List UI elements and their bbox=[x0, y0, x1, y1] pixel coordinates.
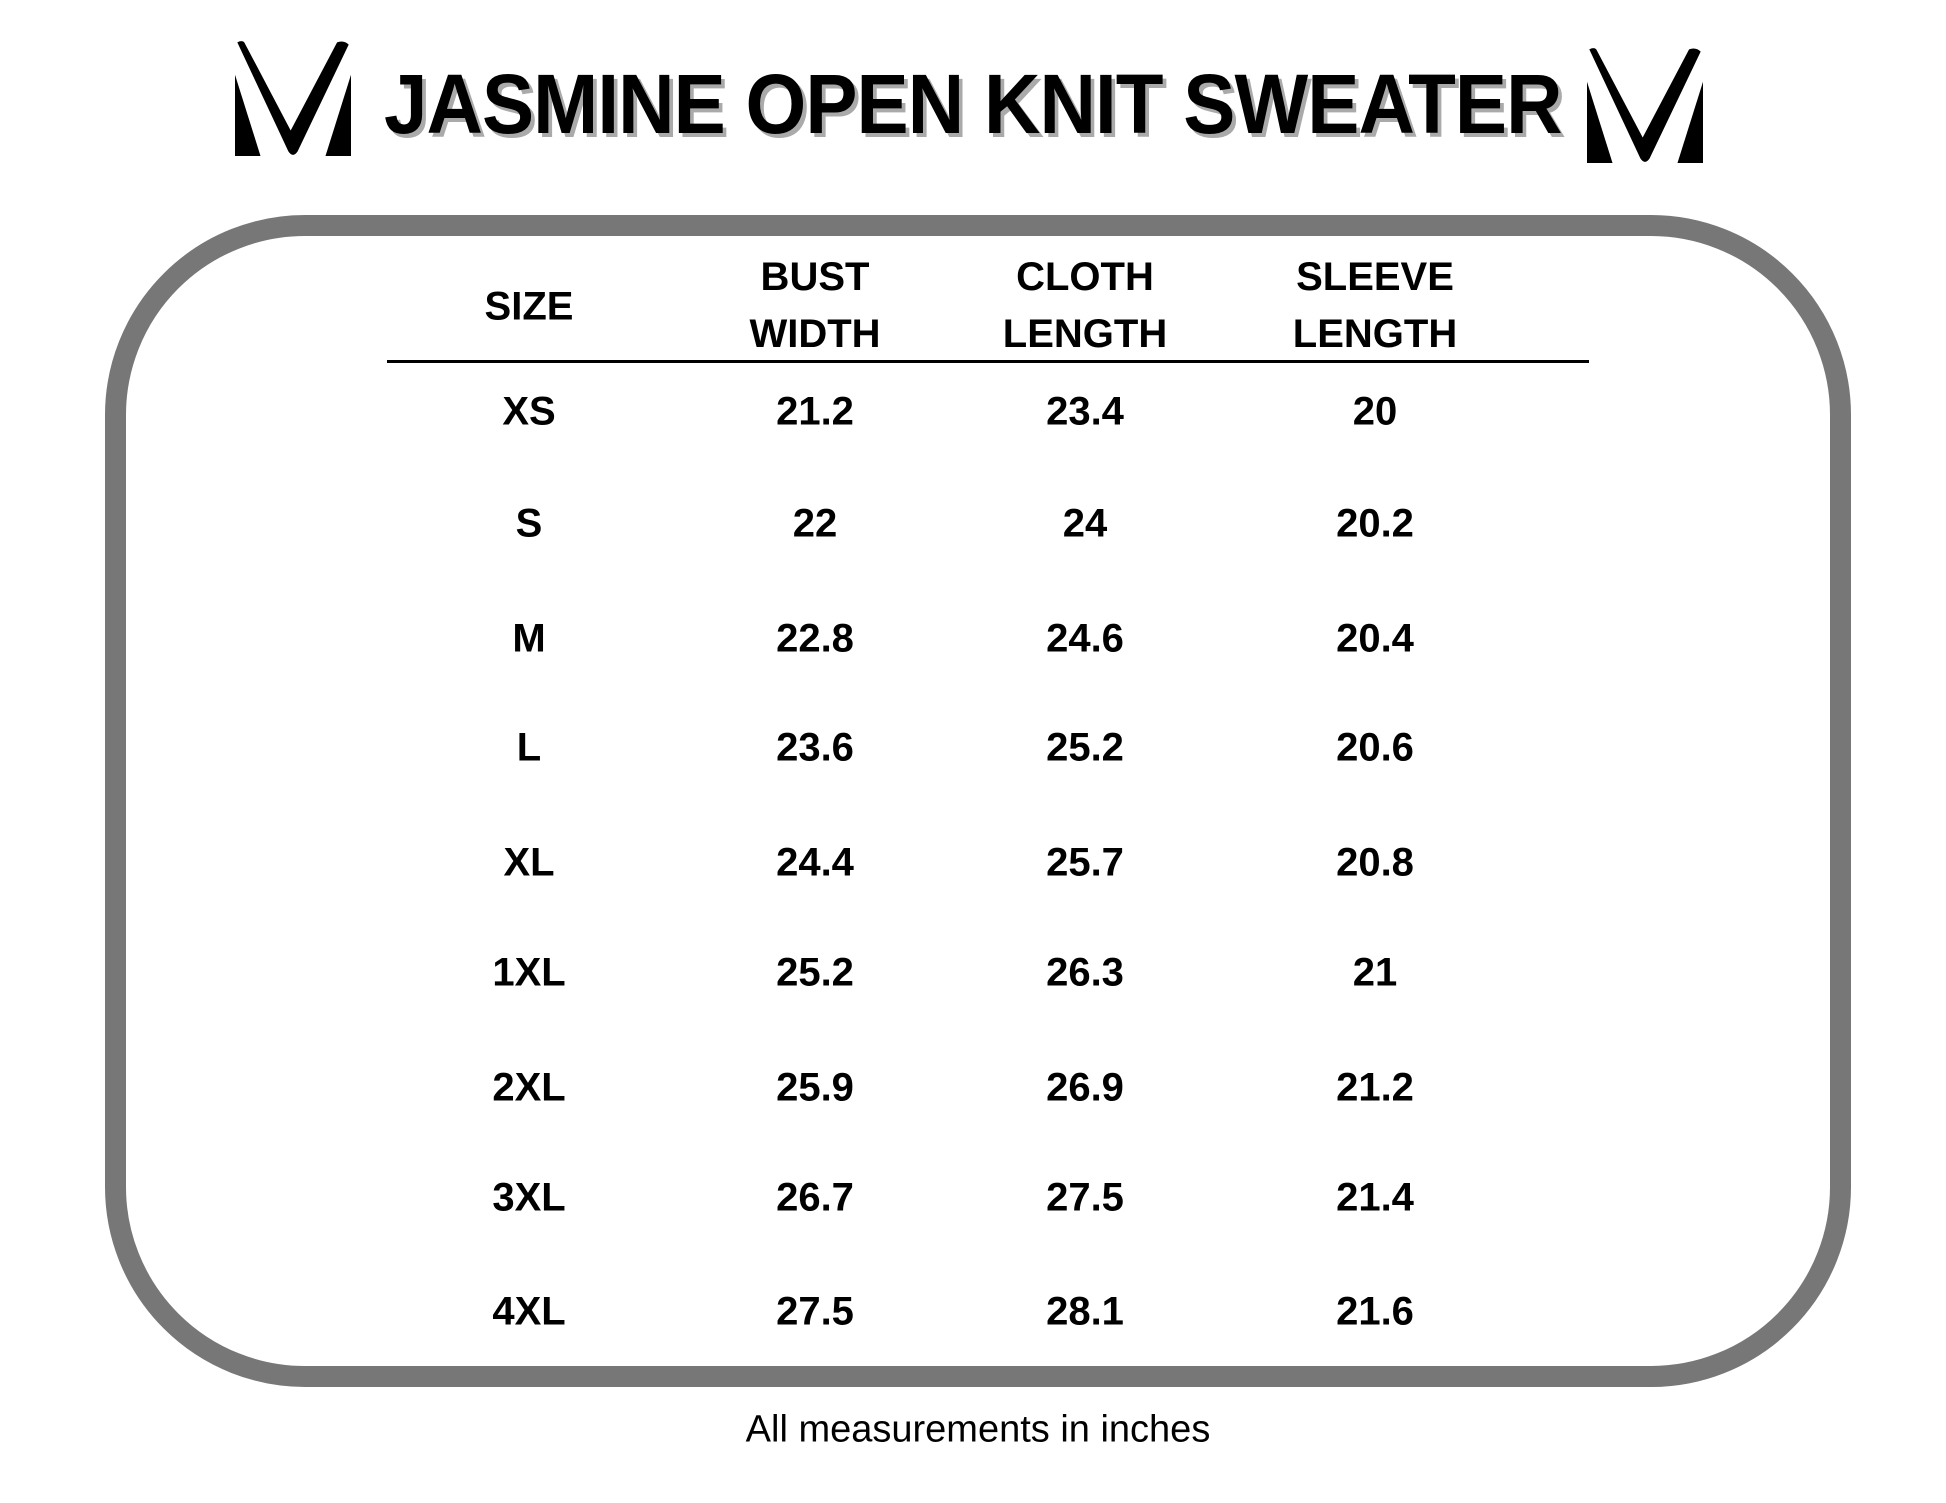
cell-sleeve-length: 20.4 bbox=[1336, 616, 1414, 661]
header-line: LENGTH bbox=[1002, 312, 1168, 356]
cell-size: 1XL bbox=[492, 950, 566, 995]
cell-cloth-length: 27.5 bbox=[1046, 1175, 1124, 1220]
cell-size: 2XL bbox=[492, 1065, 566, 1110]
cell-size: XL bbox=[503, 840, 555, 885]
cell-bust-width: 24.4 bbox=[776, 840, 854, 885]
cell-sleeve-length: 21.2 bbox=[1336, 1065, 1414, 1110]
cell-sleeve-length: 20.8 bbox=[1336, 840, 1414, 885]
cell-size: 4XL bbox=[492, 1289, 566, 1334]
cell-cloth-length: 24 bbox=[1062, 501, 1108, 546]
cell-sleeve-length: 20.6 bbox=[1336, 725, 1414, 770]
header-line: SIZE bbox=[484, 284, 574, 329]
page-title: JASMINE OPEN KNIT SWEATER bbox=[384, 57, 1563, 151]
column-header-cloth-length: CLOTH LENGTH bbox=[1003, 249, 1167, 363]
header-divider bbox=[387, 360, 1589, 363]
logo-left-icon bbox=[232, 40, 354, 156]
cell-cloth-length: 26.3 bbox=[1046, 950, 1124, 995]
column-header-bust-width: BUST WIDTH bbox=[749, 249, 880, 363]
column-header-size: SIZE bbox=[485, 279, 574, 336]
cell-size: 3XL bbox=[492, 1175, 566, 1220]
cell-bust-width: 26.7 bbox=[776, 1175, 854, 1220]
cell-sleeve-length: 20 bbox=[1352, 389, 1398, 434]
cell-sleeve-length: 20.2 bbox=[1336, 501, 1414, 546]
cell-bust-width: 25.9 bbox=[776, 1065, 854, 1110]
cell-bust-width: 22 bbox=[792, 501, 838, 546]
footer-note: All measurements in inches bbox=[745, 1408, 1211, 1451]
cell-bust-width: 27.5 bbox=[776, 1289, 854, 1334]
cell-cloth-length: 25.7 bbox=[1046, 840, 1124, 885]
column-header-sleeve-length: SLEEVE LENGTH bbox=[1293, 249, 1457, 363]
cell-bust-width: 23.6 bbox=[776, 725, 854, 770]
header-line: WIDTH bbox=[749, 312, 881, 356]
cell-bust-width: 22.8 bbox=[776, 616, 854, 661]
cell-sleeve-length: 21 bbox=[1352, 950, 1398, 995]
cell-size: S bbox=[515, 501, 543, 546]
cell-cloth-length: 23.4 bbox=[1046, 389, 1124, 434]
cell-cloth-length: 26.9 bbox=[1046, 1065, 1124, 1110]
logo-right-icon bbox=[1584, 47, 1706, 163]
cell-size: M bbox=[512, 616, 546, 661]
cell-size: L bbox=[516, 725, 542, 770]
size-chart-frame bbox=[105, 215, 1851, 1387]
cell-bust-width: 25.2 bbox=[776, 950, 854, 995]
header-line: CLOTH bbox=[1016, 255, 1154, 299]
header-line: SLEEVE bbox=[1296, 255, 1454, 299]
cell-bust-width: 21.2 bbox=[776, 389, 854, 434]
cell-cloth-length: 25.2 bbox=[1046, 725, 1124, 770]
header-line: LENGTH bbox=[1292, 312, 1458, 356]
cell-cloth-length: 28.1 bbox=[1046, 1289, 1124, 1334]
header-line: BUST bbox=[760, 255, 870, 299]
cell-cloth-length: 24.6 bbox=[1046, 616, 1124, 661]
cell-size: XS bbox=[502, 389, 556, 434]
cell-sleeve-length: 21.4 bbox=[1336, 1175, 1414, 1220]
cell-sleeve-length: 21.6 bbox=[1336, 1289, 1414, 1334]
